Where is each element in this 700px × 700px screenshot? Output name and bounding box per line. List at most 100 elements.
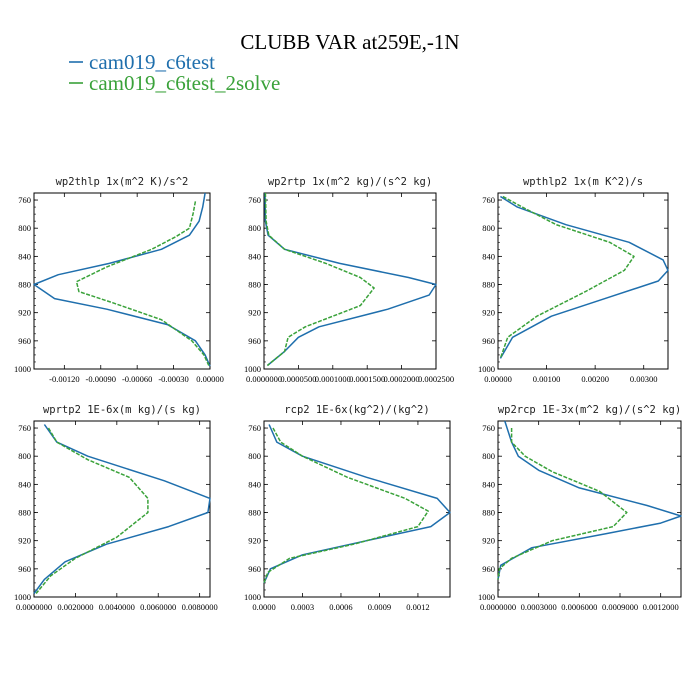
x-tick-label: 0.00200 <box>581 374 609 384</box>
y-tick-label: 840 <box>248 479 261 489</box>
panel-frame <box>33 192 211 370</box>
x-tick-label: 0.0006 <box>329 602 352 612</box>
series-line-cam019-c6test <box>497 420 682 580</box>
y-tick-label: 960 <box>482 564 495 574</box>
y-tick-label: 920 <box>248 308 261 318</box>
panel-title: wp2thlp 1x(m^2 K)/s^2 <box>56 176 189 188</box>
panel-title: wp2rcp 1E-3x(m^2 kg)/(s^2 kg) <box>498 404 681 416</box>
series-line-cam019-c6test <box>264 192 437 367</box>
x-tick-label: 0.0002000 <box>384 374 420 384</box>
figure-title: CLUBB VAR at259E,-1N <box>240 30 459 54</box>
y-tick-label: 840 <box>482 251 495 261</box>
y-tick-label: 1000 <box>478 364 495 374</box>
y-tick-label: 1000 <box>244 364 261 374</box>
y-tick-label: 880 <box>18 508 31 518</box>
panel-title: wprtp2 1E-6x(m kg)/(s kg) <box>43 404 201 416</box>
x-tick-label: 0.0020000 <box>57 602 93 612</box>
y-tick-label: 800 <box>18 223 31 233</box>
y-tick-label: 880 <box>18 280 31 290</box>
y-tick-label: 760 <box>18 195 31 205</box>
x-tick-label: 0.0006000 <box>561 602 597 612</box>
x-tick-label: -0.00060 <box>122 374 152 384</box>
x-tick-label: 0.00000 <box>196 374 224 384</box>
x-tick-label: 0.0080000 <box>182 602 218 612</box>
panel-title: rcp2 1E-6x(kg^2)/(kg^2) <box>284 404 429 416</box>
figure-legend: cam019_c6test cam019_c6test_2solve <box>69 50 280 95</box>
panel-frame <box>263 192 437 370</box>
series-line-cam019-c6test <box>499 195 669 359</box>
series-line-cam019-c6test-2solve <box>35 427 149 594</box>
y-tick-label: 800 <box>248 223 261 233</box>
y-tick-label: 960 <box>482 336 495 346</box>
x-tick-label: -0.00030 <box>158 374 188 384</box>
y-tick-label: 920 <box>248 536 261 546</box>
x-tick-label: 0.00000 <box>484 374 512 384</box>
panel-frame <box>497 420 682 598</box>
y-tick-label: 880 <box>248 508 261 518</box>
y-tick-label: 920 <box>482 536 495 546</box>
y-tick-label: 920 <box>18 308 31 318</box>
y-tick-label: 920 <box>482 308 495 318</box>
y-tick-label: 760 <box>248 423 261 433</box>
x-tick-label: 0.0060000 <box>140 602 176 612</box>
y-tick-label: 1000 <box>478 592 495 602</box>
y-tick-label: 800 <box>18 451 31 461</box>
panel-6: wp2rcp 1E-3x(m^2 kg)/(s^2 kg)760 800 840 88… <box>478 404 682 612</box>
series-line-cam019-c6test-2solve <box>499 195 635 359</box>
series-line-cam019-c6test <box>263 424 451 584</box>
series-line-cam019-c6test <box>33 424 211 594</box>
legend-label-cam019-c6test: cam019_c6test <box>89 50 215 74</box>
x-tick-label: 0.0000000 <box>480 602 516 612</box>
panel-title: wpthlp2 1x(m K^2)/s <box>523 176 643 188</box>
x-tick-label: 0.0009 <box>368 602 391 612</box>
x-tick-label: 0.0040000 <box>99 602 135 612</box>
y-tick-label: 800 <box>482 451 495 461</box>
x-tick-label: 0.0000 <box>252 602 275 612</box>
panels: wp2thlp 1x(m^2 K)/s^2 760 800 840 880 920 960 1… <box>14 176 682 612</box>
x-tick-label: 0.0012 <box>406 602 429 612</box>
x-tick-label: 0.00300 <box>630 374 658 384</box>
x-tick-label: 0.0000500 <box>280 374 316 384</box>
y-tick-label: 880 <box>482 508 495 518</box>
panel-1: wp2thlp 1x(m^2 K)/s^2 760 800 840 880 920 960 1… <box>14 176 224 384</box>
x-tick-label: -0.00120 <box>49 374 79 384</box>
panel-3: wpthlp2 1x(m K^2)/s 760 800 840 880 920 960 100… <box>478 176 669 384</box>
x-tick-label: 0.0003000 <box>521 602 557 612</box>
y-tick-label: 760 <box>482 423 495 433</box>
legend-label-cam019-c6test-2solve: cam019_c6test_2solve <box>89 71 280 95</box>
y-tick-label: 840 <box>18 251 31 261</box>
panel-2: wp2rtp 1x(m^2 kg)/(s^2 kg) 760 800 840 880 92… <box>244 176 454 384</box>
y-tick-label: 960 <box>18 336 31 346</box>
y-tick-label: 960 <box>248 564 261 574</box>
panel-frame <box>33 420 211 598</box>
x-tick-label: 0.0012000 <box>643 602 679 612</box>
series-line-cam019-c6test-2solve <box>75 201 210 366</box>
y-tick-label: 1000 <box>14 592 31 602</box>
panel-5: rcp2 1E-6x(kg^2)/(kg^2) 760 800 840 880 920 96… <box>244 404 451 612</box>
x-tick-label: -0.00090 <box>86 374 116 384</box>
y-tick-label: 840 <box>248 251 261 261</box>
y-tick-label: 800 <box>248 451 261 461</box>
y-tick-label: 840 <box>482 479 495 489</box>
x-tick-label: 0.0000000 <box>246 374 282 384</box>
y-tick-label: 760 <box>482 195 495 205</box>
y-tick-label: 880 <box>482 280 495 290</box>
series-line-cam019-c6test-2solve <box>497 428 628 580</box>
y-tick-label: 880 <box>248 280 261 290</box>
x-tick-label: 0.0002500 <box>418 374 454 384</box>
x-tick-label: 0.0003 <box>291 602 314 612</box>
y-tick-label: 800 <box>482 223 495 233</box>
panel-4: wprtp2 1E-6x(m kg)/(s kg) 760 800 840 880 920… <box>14 404 218 612</box>
panel-frame <box>263 420 451 598</box>
series-line-cam019-c6test <box>33 192 211 367</box>
y-tick-label: 840 <box>18 479 31 489</box>
panel-title: wp2rtp 1x(m^2 kg)/(s^2 kg) <box>268 176 432 188</box>
x-tick-label: 0.00100 <box>533 374 561 384</box>
y-tick-label: 1000 <box>14 364 31 374</box>
y-tick-label: 960 <box>248 336 261 346</box>
x-tick-label: 0.0001000 <box>315 374 351 384</box>
x-tick-label: 0.0001500 <box>349 374 385 384</box>
y-tick-label: 1000 <box>244 592 261 602</box>
y-tick-label: 760 <box>248 195 261 205</box>
y-tick-label: 960 <box>18 564 31 574</box>
